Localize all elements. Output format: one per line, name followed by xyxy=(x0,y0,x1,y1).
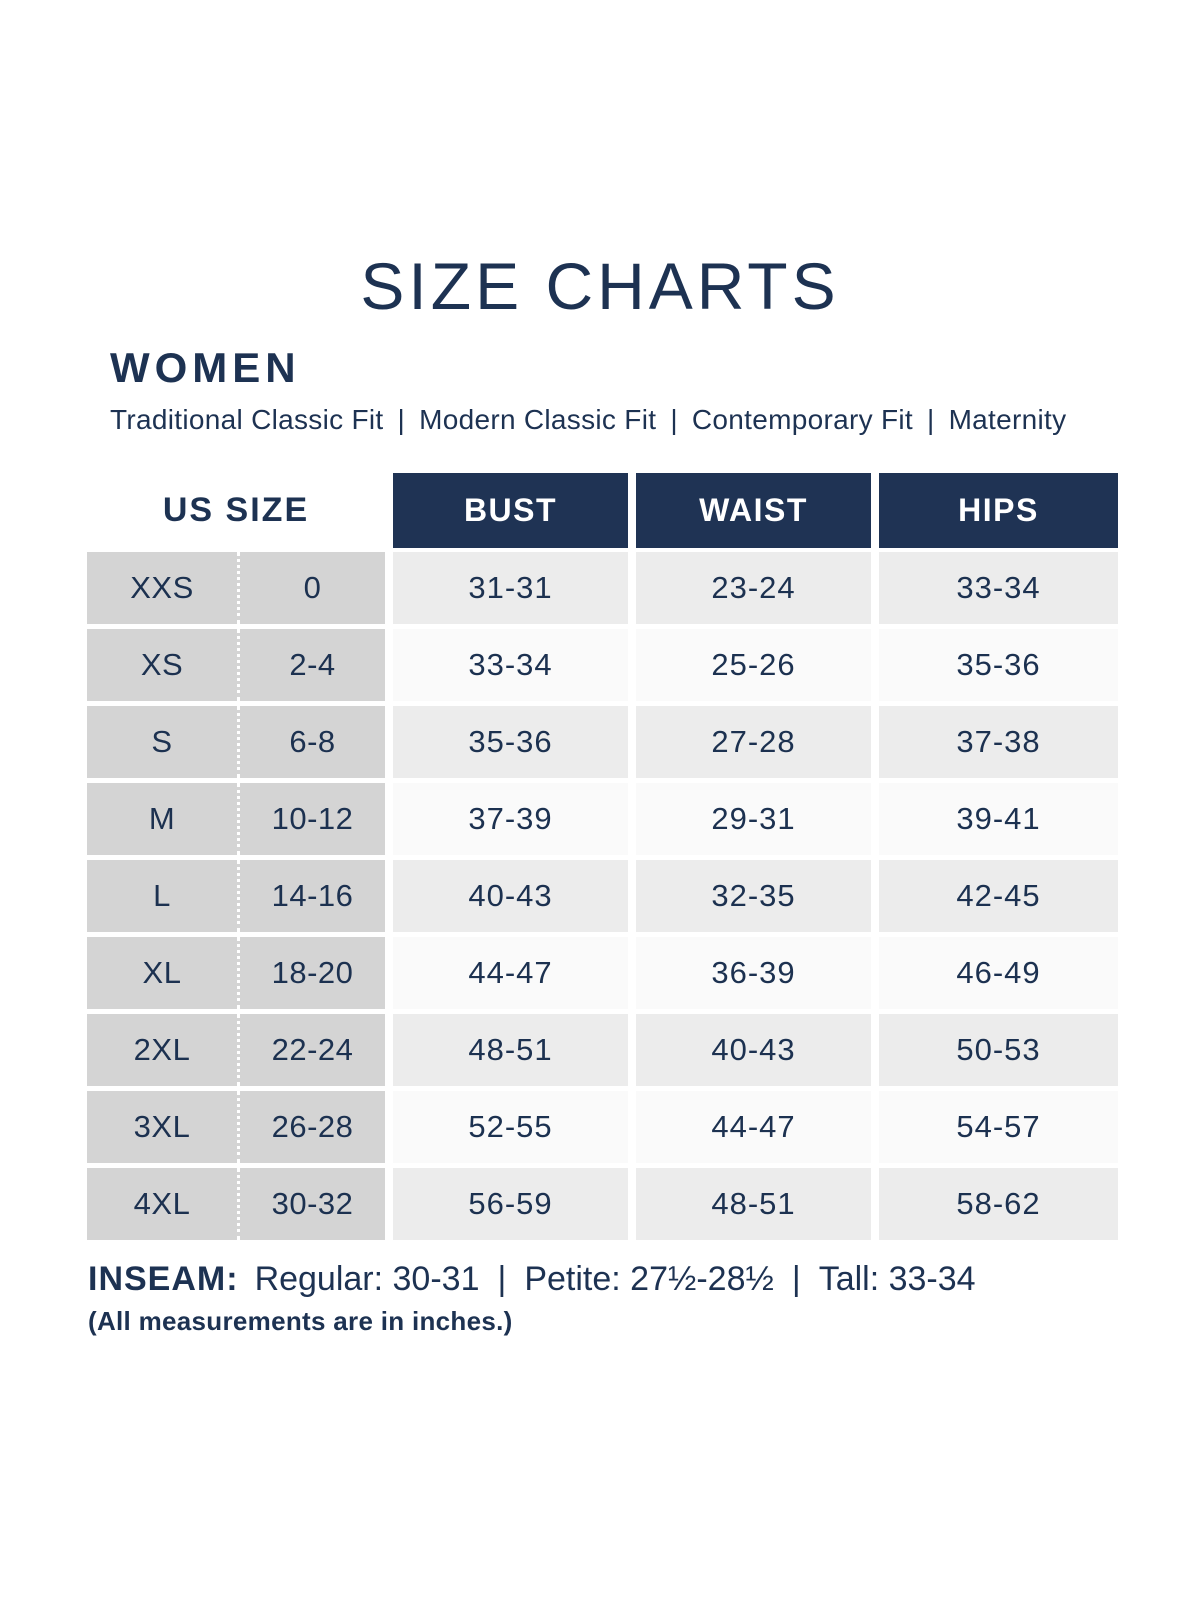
table-row: XL 18-20 44-47 36-39 46-49 xyxy=(87,937,1118,1009)
hips-cell: 58-62 xyxy=(879,1168,1118,1240)
page-title: SIZE CHARTS xyxy=(360,249,840,323)
fit-option: Contemporary Fit xyxy=(691,404,913,435)
table-body: XXS 0 31-31 23-24 33-34 XS 2-4 33-34 25-… xyxy=(87,552,1118,1240)
separator: | xyxy=(926,404,935,435)
size-label-cell: S xyxy=(151,724,173,759)
bust-cell: 52-55 xyxy=(393,1091,628,1163)
inseam-segment: Regular: 30-31 xyxy=(254,1260,480,1298)
us-size-header: US SIZE xyxy=(162,491,310,529)
fit-option: Modern Classic Fit xyxy=(419,404,657,435)
bust-cell: 44-47 xyxy=(393,937,628,1009)
hips-cell: 37-38 xyxy=(879,706,1118,778)
table-row: XS 2-4 33-34 25-26 35-36 xyxy=(87,629,1118,701)
us-size-block: 2XL 22-24 xyxy=(87,1014,385,1086)
fit-options: Traditional Classic Fit | Modern Classic F… xyxy=(110,404,1066,436)
us-number-cell: 0 xyxy=(237,552,385,624)
hips-cell: 33-34 xyxy=(879,552,1118,624)
fit-option: Maternity xyxy=(948,404,1067,435)
size-label-cell: XL xyxy=(142,955,182,990)
measurements-note: (All measurements are in inches.) xyxy=(88,1306,513,1336)
hips-cell: 42-45 xyxy=(879,860,1118,932)
section-heading-women: WOMEN xyxy=(110,344,301,391)
us-size-block: XS 2-4 xyxy=(87,629,385,701)
hips-cell: 35-36 xyxy=(879,629,1118,701)
waist-cell: 29-31 xyxy=(636,783,871,855)
inseam-segment: Tall: 33-34 xyxy=(818,1260,976,1298)
separator: | xyxy=(397,404,406,435)
fit-option: Traditional Classic Fit xyxy=(110,404,384,435)
us-number-cell: 10-12 xyxy=(237,783,385,855)
us-number-cell: 2-4 xyxy=(237,629,385,701)
waist-cell: 23-24 xyxy=(636,552,871,624)
us-size-block: 4XL 30-32 xyxy=(87,1168,385,1240)
bust-cell: 37-39 xyxy=(393,783,628,855)
hips-cell: 54-57 xyxy=(879,1091,1118,1163)
us-size-block: M 10-12 xyxy=(87,783,385,855)
bust-cell: 33-34 xyxy=(393,629,628,701)
separator: | xyxy=(670,404,678,435)
waist-cell: 48-51 xyxy=(636,1168,871,1240)
table-row: 2XL 22-24 48-51 40-43 50-53 xyxy=(87,1014,1118,1086)
size-label-cell: 3XL xyxy=(133,1109,191,1144)
table-header-row: US SIZE BUST WAIST HIPS xyxy=(87,473,1118,548)
separator: | xyxy=(791,1260,801,1298)
inseam-label: INSEAM: xyxy=(88,1260,239,1298)
table-row: 4XL 30-32 56-59 48-51 58-62 xyxy=(87,1168,1118,1240)
size-label-cell: XS xyxy=(140,647,184,682)
table-row: XXS 0 31-31 23-24 33-34 xyxy=(87,552,1118,624)
size-label-cell: 4XL xyxy=(133,1186,191,1221)
inseam-line: INSEAM: Regular: 30-31 | Petite: 27½-28½ | Ta… xyxy=(88,1260,976,1299)
us-size-block: XL 18-20 xyxy=(87,937,385,1009)
table-row: L 14-16 40-43 32-35 42-45 xyxy=(87,860,1118,932)
hips-cell: 39-41 xyxy=(879,783,1118,855)
waist-cell: 32-35 xyxy=(636,860,871,932)
hips-cell: 46-49 xyxy=(879,937,1118,1009)
hips-cell: 50-53 xyxy=(879,1014,1118,1086)
table-row: S 6-8 35-36 27-28 37-38 xyxy=(87,706,1118,778)
us-number-cell: 18-20 xyxy=(237,937,385,1009)
size-label-cell: 2XL xyxy=(133,1032,191,1067)
bust-cell: 48-51 xyxy=(393,1014,628,1086)
inseam-segment: Petite: 27½-28½ xyxy=(524,1260,774,1298)
table-row: 3XL 26-28 52-55 44-47 54-57 xyxy=(87,1091,1118,1163)
size-label-cell: M xyxy=(148,801,176,836)
us-size-block: L 14-16 xyxy=(87,860,385,932)
waist-cell: 25-26 xyxy=(636,629,871,701)
bust-cell: 56-59 xyxy=(393,1168,628,1240)
us-number-cell: 6-8 xyxy=(237,706,385,778)
bust-cell: 31-31 xyxy=(393,552,628,624)
us-number-cell: 22-24 xyxy=(237,1014,385,1086)
us-number-cell: 14-16 xyxy=(237,860,385,932)
us-number-cell: 26-28 xyxy=(237,1091,385,1163)
waist-cell: 44-47 xyxy=(636,1091,871,1163)
inseam-values: Regular: 30-31 | Petite: 27½-28½ | Tall: 33-… xyxy=(255,1260,976,1298)
bust-cell: 40-43 xyxy=(393,860,628,932)
us-size-block: S 6-8 xyxy=(87,706,385,778)
waist-cell: 36-39 xyxy=(636,937,871,1009)
separator: | xyxy=(497,1260,507,1298)
size-label-cell: XXS xyxy=(130,570,194,605)
women-size-table: US SIZE BUST WAIST HIPS XXS 0 31-31 23-2… xyxy=(87,473,1118,1245)
bust-cell: 35-36 xyxy=(393,706,628,778)
us-number-cell: 30-32 xyxy=(237,1168,385,1240)
us-size-block: 3XL 26-28 xyxy=(87,1091,385,1163)
bust-header: BUST xyxy=(393,473,628,548)
waist-cell: 40-43 xyxy=(636,1014,871,1086)
table-row: M 10-12 37-39 29-31 39-41 xyxy=(87,783,1118,855)
us-size-block: XXS 0 xyxy=(87,552,385,624)
waist-cell: 27-28 xyxy=(636,706,871,778)
hips-header: HIPS xyxy=(879,473,1118,548)
waist-header: WAIST xyxy=(636,473,871,548)
size-label-cell: L xyxy=(153,878,171,913)
